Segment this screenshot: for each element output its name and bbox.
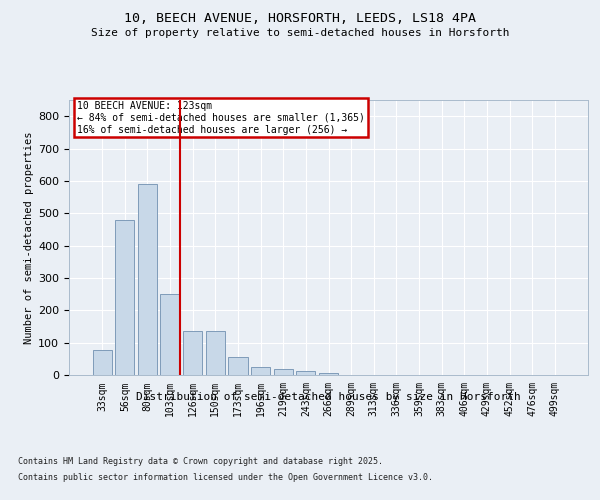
Bar: [251, 367, 270, 375]
Text: Distribution of semi-detached houses by size in Horsforth: Distribution of semi-detached houses by …: [136, 392, 521, 402]
Bar: [206, 332, 225, 375]
Text: Contains HM Land Registry data © Crown copyright and database right 2025.: Contains HM Land Registry data © Crown c…: [18, 458, 383, 466]
Bar: [319, 374, 338, 375]
Bar: [138, 184, 157, 375]
Y-axis label: Number of semi-detached properties: Number of semi-detached properties: [24, 131, 34, 344]
Text: 10, BEECH AVENUE, HORSFORTH, LEEDS, LS18 4PA: 10, BEECH AVENUE, HORSFORTH, LEEDS, LS18…: [124, 12, 476, 26]
Bar: [160, 294, 180, 375]
Bar: [296, 371, 316, 375]
Bar: [115, 220, 134, 375]
Bar: [229, 357, 248, 375]
Text: 10 BEECH AVENUE: 123sqm
← 84% of semi-detached houses are smaller (1,365)
16% of: 10 BEECH AVENUE: 123sqm ← 84% of semi-de…: [77, 102, 365, 134]
Text: Contains public sector information licensed under the Open Government Licence v3: Contains public sector information licen…: [18, 472, 433, 482]
Bar: [92, 350, 112, 375]
Bar: [274, 368, 293, 375]
Text: Size of property relative to semi-detached houses in Horsforth: Size of property relative to semi-detach…: [91, 28, 509, 38]
Bar: [183, 332, 202, 375]
